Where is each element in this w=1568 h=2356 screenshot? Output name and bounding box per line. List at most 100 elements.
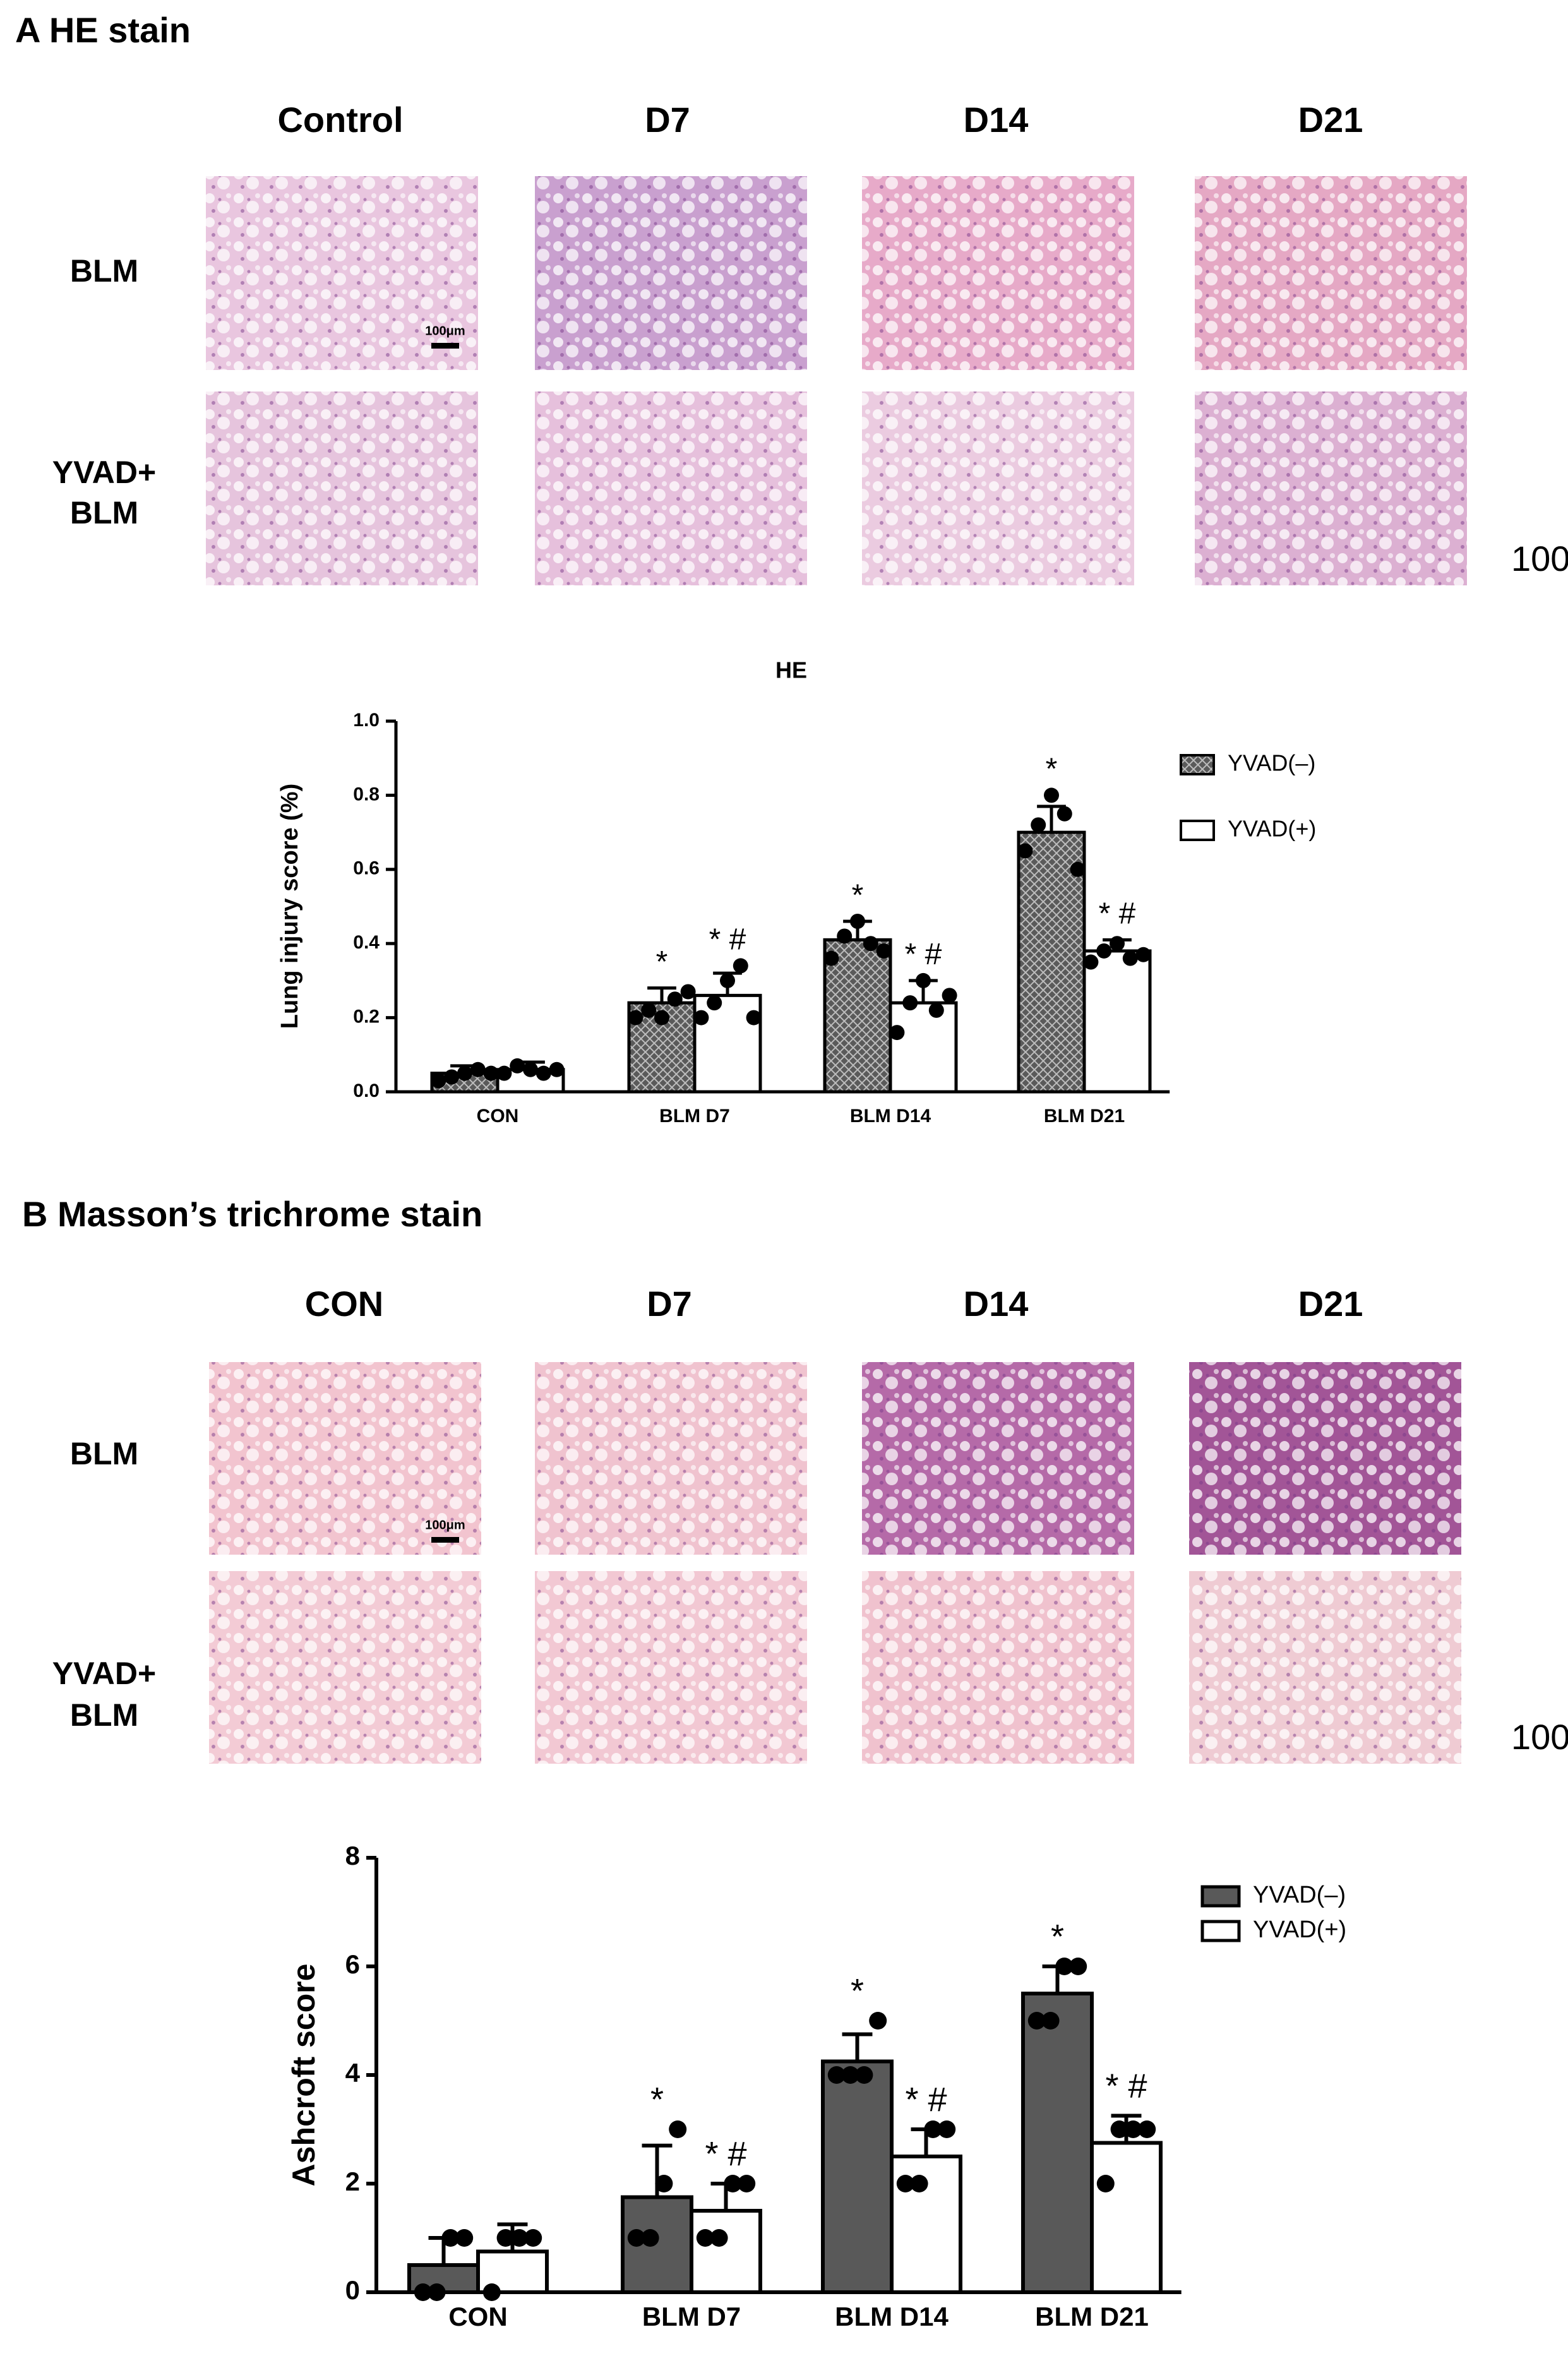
data-point	[1096, 2175, 1115, 2192]
data-point	[938, 2120, 956, 2138]
data-point	[823, 950, 839, 966]
data-point	[444, 1069, 460, 1085]
data-point	[1056, 806, 1072, 822]
magnification: 100x	[1511, 539, 1568, 578]
micrograph-texture	[862, 176, 1134, 370]
x-tick-label: BLM D14	[835, 2302, 949, 2331]
legend-label: YVAD(–)	[1228, 750, 1315, 776]
data-point	[496, 1065, 512, 1081]
micrograph-texture	[535, 1362, 807, 1555]
data-point	[1096, 943, 1112, 959]
legend-key	[1180, 820, 1215, 841]
micrograph-texture	[862, 1362, 1134, 1555]
data-point	[928, 1002, 944, 1018]
micrograph-texture	[206, 392, 478, 585]
data-point	[942, 988, 957, 1003]
y-tick-label: 8	[345, 1841, 360, 1870]
data-point	[1031, 817, 1046, 833]
data-point	[910, 2175, 928, 2192]
data-point	[414, 2283, 432, 2301]
data-point	[889, 1025, 905, 1041]
data-point	[724, 2175, 742, 2192]
y-tick-label: 4	[345, 2058, 361, 2088]
data-point	[1122, 950, 1138, 966]
data-point	[1069, 1958, 1087, 1975]
data-point	[523, 1061, 538, 1077]
data-point	[876, 943, 892, 959]
micrograph-texture	[535, 176, 807, 370]
bar	[690, 2209, 762, 2294]
bar	[1090, 2141, 1163, 2294]
data-point	[1027, 2012, 1046, 2030]
data-point	[841, 2066, 859, 2084]
micrograph-texture	[1195, 392, 1467, 585]
significance-label: * #	[905, 938, 942, 971]
data-point	[655, 2175, 673, 2192]
data-point	[628, 1010, 643, 1026]
data-point	[902, 995, 918, 1011]
scale-bar	[431, 1537, 459, 1543]
row-label: BLM	[70, 253, 138, 289]
data-point	[1135, 947, 1151, 962]
y-tick-label: 0.2	[353, 1007, 380, 1027]
data-point	[1124, 2120, 1142, 2138]
data-point	[1017, 843, 1033, 859]
bar	[889, 1001, 958, 1094]
legend-key	[1200, 1920, 1241, 1942]
bar	[823, 938, 892, 1094]
data-point	[924, 2120, 942, 2138]
y-tick-label: 2	[345, 2167, 360, 2196]
column-header: D7	[645, 100, 690, 140]
y-axis-label: Lung injury score (%)	[277, 784, 303, 1029]
data-point	[746, 1010, 762, 1026]
significance-label: * #	[705, 2135, 746, 2173]
column-header: D14	[964, 1284, 1029, 1324]
data-point	[1055, 1958, 1074, 1975]
data-point	[669, 2120, 687, 2138]
data-point	[1110, 2120, 1128, 2138]
column-header: D21	[1298, 100, 1363, 140]
significance-label: *	[852, 878, 864, 912]
x-tick-label: BLM D7	[642, 2302, 741, 2331]
data-point	[470, 1061, 486, 1077]
column-header: D14	[964, 100, 1029, 140]
micrograph-texture	[862, 1571, 1134, 1764]
significance-label: *	[851, 1972, 864, 2010]
significance-label: *	[656, 945, 668, 979]
data-point	[482, 2283, 501, 2301]
x-tick-label: CON	[448, 2302, 507, 2331]
y-tick-label: 0	[345, 2275, 360, 2305]
significance-label: *	[1051, 1918, 1064, 1956]
column-header: Control	[277, 100, 403, 140]
bar	[1017, 830, 1086, 1094]
significance-label: *	[1046, 753, 1058, 786]
bar	[693, 993, 762, 1094]
data-point	[720, 972, 735, 988]
y-tick-label: 0.0	[353, 1080, 380, 1101]
data-point	[428, 2283, 446, 2301]
micrograph-texture	[1195, 176, 1467, 370]
data-point	[738, 2175, 756, 2192]
micrograph-texture	[535, 1571, 807, 1764]
data-point	[869, 2012, 887, 2030]
micrograph-texture	[535, 392, 807, 585]
x-tick-label: BLM D7	[659, 1106, 730, 1127]
micrograph-texture	[206, 176, 478, 370]
x-tick-label: CON	[477, 1106, 519, 1127]
data-point	[1083, 954, 1099, 970]
significance-label: * #	[709, 923, 746, 957]
significance-label: * #	[905, 2081, 947, 2119]
bar	[1021, 1992, 1094, 2294]
legend-label: YVAD(–)	[1253, 1882, 1346, 1908]
significance-label: * #	[1105, 2067, 1147, 2105]
micrograph-texture	[862, 392, 1134, 585]
bar	[476, 2249, 549, 2294]
row-label: YVAD+	[52, 1656, 156, 1691]
micrograph-texture	[209, 1362, 481, 1555]
legend-key	[1200, 1885, 1241, 1908]
data-point	[457, 1065, 472, 1081]
data-point	[680, 984, 696, 1000]
panel-title: A HE stain	[15, 10, 191, 50]
significance-label: *	[650, 2081, 664, 2119]
